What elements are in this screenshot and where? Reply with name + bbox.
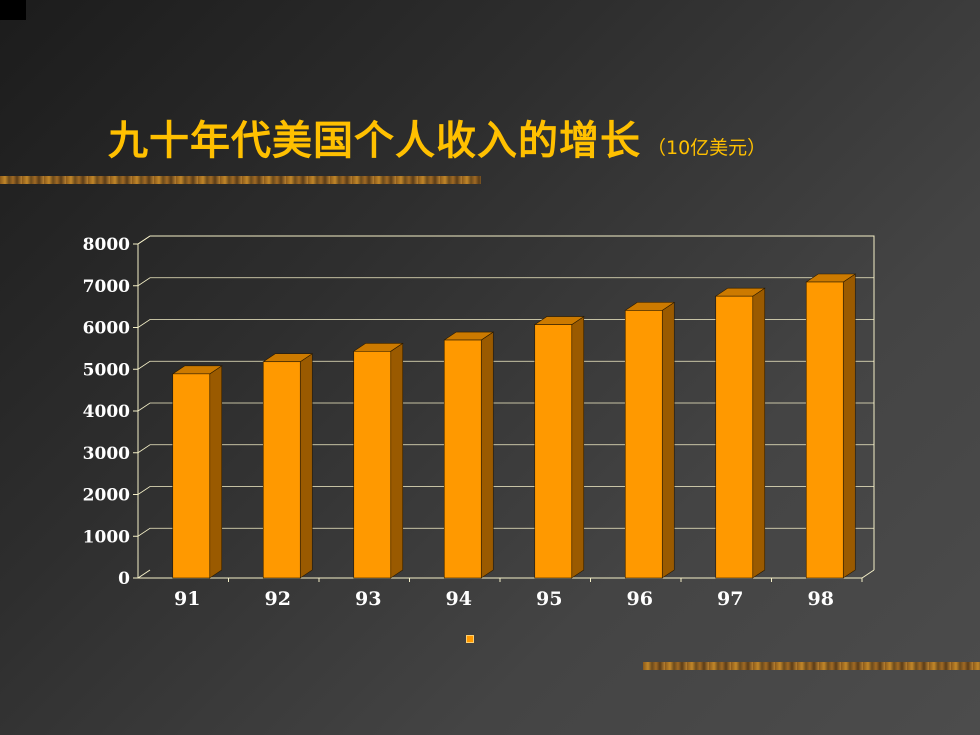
bar-group <box>533 316 585 579</box>
x-tick-label: 94 <box>446 588 472 610</box>
bar-side <box>209 365 223 579</box>
y-tick-label: 1000 <box>83 527 130 547</box>
chart-unit: （10亿美元） <box>647 137 767 159</box>
y-axis-top <box>137 235 151 245</box>
gridline <box>137 277 874 287</box>
chart-title: 九十年代美国个人收入的增长 <box>108 118 641 164</box>
x-tick-label: 95 <box>536 588 562 610</box>
y-tick-label: 0 <box>118 569 130 589</box>
bar <box>624 310 663 579</box>
bar-side <box>480 331 494 579</box>
legend-marker <box>466 635 474 643</box>
y-tick-label: 4000 <box>83 402 130 422</box>
bar <box>805 281 844 579</box>
y-tick-label: 7000 <box>83 277 130 297</box>
bar-side <box>661 301 675 579</box>
bar-side <box>299 353 313 579</box>
gridline <box>137 235 874 245</box>
x-tick-label: 92 <box>265 588 291 610</box>
bar-group <box>443 331 495 579</box>
x-axis-floor <box>138 569 875 579</box>
y-tick-label: 3000 <box>83 444 130 464</box>
decorative-stripe-bottom <box>643 662 980 670</box>
bar-side <box>390 342 404 579</box>
bar-group <box>352 342 404 579</box>
bar <box>443 339 482 579</box>
y-tick-label: 5000 <box>83 360 130 380</box>
x-tick-label: 96 <box>627 588 653 610</box>
y-tick-label: 6000 <box>83 319 130 339</box>
bar-group <box>624 301 676 579</box>
bar-side <box>752 287 766 579</box>
slide-title: 九十年代美国个人收入的增长 （10亿美元） <box>108 108 766 166</box>
x-tick-label: 97 <box>717 588 743 610</box>
bar <box>534 324 573 579</box>
x-tick-label: 98 <box>808 588 834 610</box>
bar-group <box>171 365 223 579</box>
bar-side <box>571 316 585 579</box>
x-tick-label: 93 <box>355 588 381 610</box>
bar-side <box>842 273 856 579</box>
bar <box>715 295 754 579</box>
corner-block <box>0 0 26 20</box>
y-tick-label: 8000 <box>83 235 130 255</box>
decorative-stripe-top <box>0 176 481 184</box>
axis-corner <box>137 569 151 579</box>
bar <box>353 350 392 579</box>
x-tick-label: 91 <box>174 588 200 610</box>
bar <box>172 373 211 579</box>
bar-group <box>805 273 857 579</box>
bar-group <box>262 353 314 579</box>
y-tick-label: 2000 <box>83 486 130 506</box>
bar <box>262 361 301 579</box>
bar-group <box>714 287 766 579</box>
